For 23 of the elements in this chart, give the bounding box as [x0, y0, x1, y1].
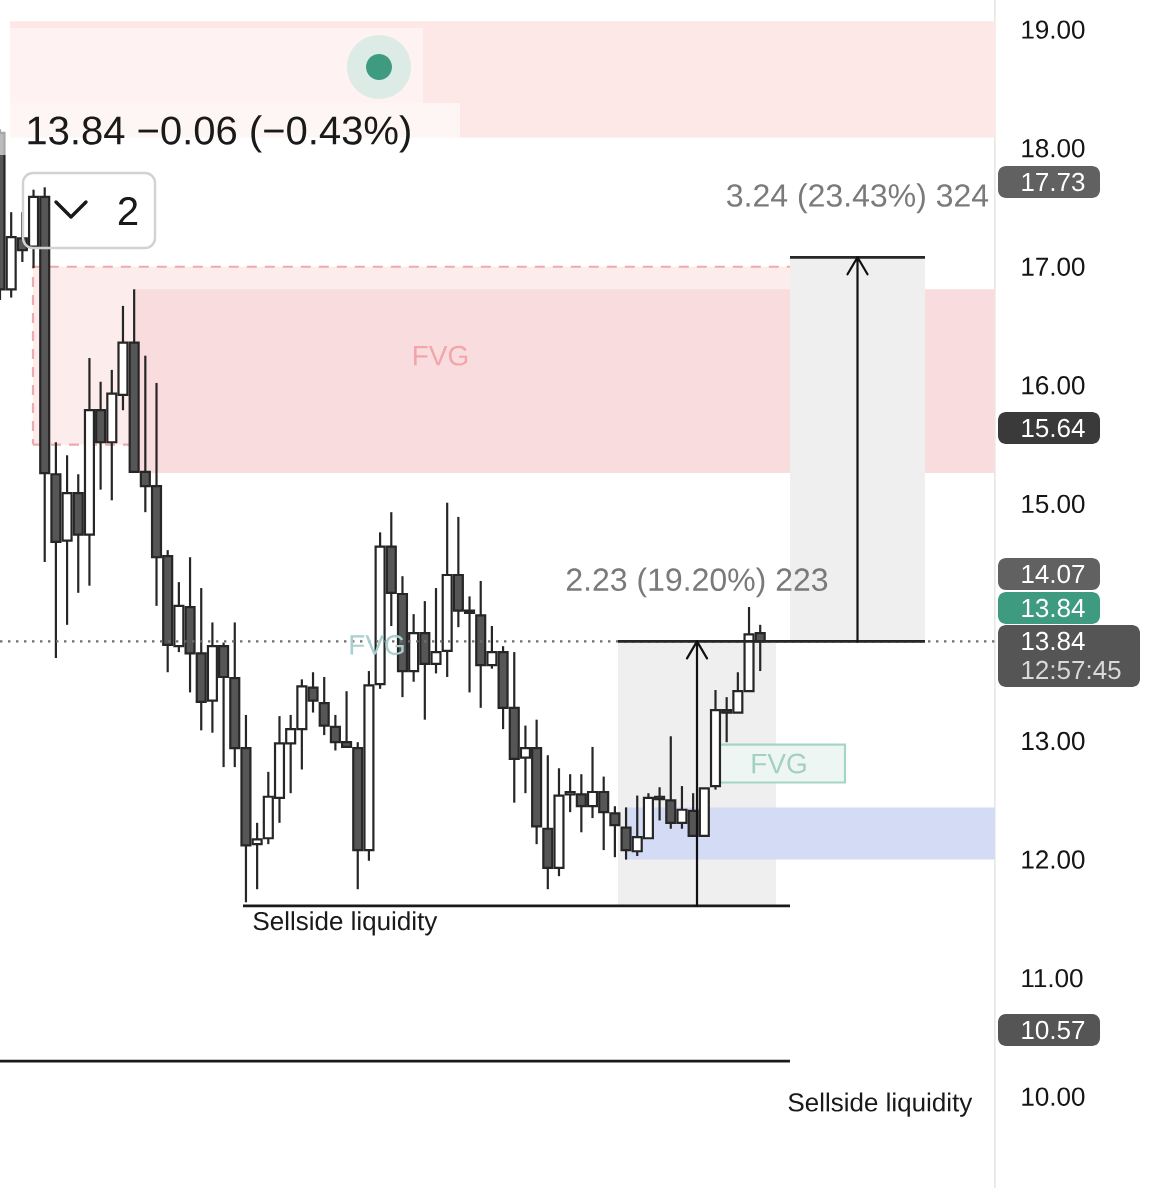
y-tick-label: 16.00: [1022, 376, 1085, 395]
y-tick-label: 17.00: [1022, 257, 1085, 276]
band-label: 3.24 (23.43%) 324: [727, 183, 989, 214]
text: 12:57:45: [1022, 660, 1121, 680]
text: 13.84 −0.06 (−0.43%): [28, 115, 410, 153]
y-tick-label: 12.00: [1022, 850, 1085, 869]
ref-line-label: Sellside liquidity: [253, 911, 438, 936]
y-tick-label: 15.00: [1022, 494, 1085, 514]
text: 10.57: [1022, 1020, 1085, 1040]
y-tick-label: 10.00: [1022, 1087, 1085, 1106]
text: 14.07: [1022, 564, 1085, 584]
text: 17.73: [1022, 172, 1085, 192]
band-label: 2.23 (19.20%) 223: [566, 567, 828, 598]
y-tick-label: 19.00: [1022, 20, 1085, 39]
text: 15.64: [1022, 418, 1085, 438]
y-tick-label: 18.00: [1022, 138, 1085, 158]
y-tick-label: 11.00: [1022, 968, 1083, 988]
y-tick-label: 13.00: [1022, 731, 1085, 751]
annotation: 2: [118, 197, 138, 225]
band-label: FVG: [752, 753, 806, 774]
text: 13.84: [1022, 598, 1085, 618]
ref-line-label: Sellside liquidity: [788, 1092, 973, 1117]
text: 13.84: [1022, 631, 1085, 651]
